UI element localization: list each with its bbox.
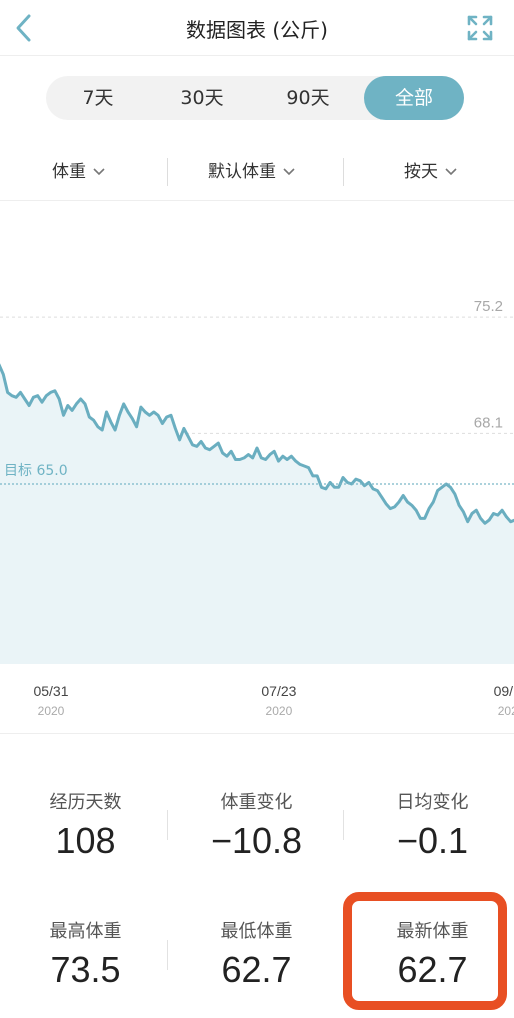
stat-latest-weight: 最新体重 62.7 — [347, 917, 514, 991]
stat-value: 108 — [55, 820, 116, 861]
stat-value: 62.7 — [221, 949, 292, 990]
mode-dropdown[interactable]: 默认体重 — [208, 150, 296, 194]
stat-value: −10.8 — [210, 820, 303, 861]
tab-90-days[interactable]: 90天 — [286, 87, 330, 109]
granularity-dropdown-label: 按天 — [404, 162, 438, 182]
tab-7-days[interactable]: 7天 — [82, 87, 114, 109]
stat-days: 经历天数 108 — [0, 788, 171, 862]
stats-panel: 经历天数 108 体重变化 −10.8 日均变化 −0.1 最高体重 73.5 … — [0, 760, 514, 1018]
stat-value: 73.5 — [50, 949, 121, 990]
range-tabs: 7天 30天 90天 全部 — [46, 76, 464, 120]
stat-label: 体重变化 — [220, 792, 293, 813]
stat-label: 最低体重 — [220, 921, 293, 942]
metric-dropdown[interactable]: 体重 — [52, 150, 106, 194]
stat-label: 经历天数 — [49, 792, 122, 813]
weight-chart: 75.268.161.0目标 65.005/31202007/23202009/… — [0, 200, 514, 734]
x-tick-year: 2020 — [266, 704, 293, 718]
chart-filters: 体重 默认体重 按天 — [0, 150, 514, 194]
x-tick-label: 09/15 — [494, 683, 514, 699]
weight-area-fill — [0, 366, 514, 664]
goal-label: 目标 65.0 — [4, 463, 68, 479]
chevron-down-icon — [445, 168, 457, 176]
y-tick-label: 68.1 — [474, 414, 503, 431]
stat-weight-change: 体重变化 −10.8 — [171, 788, 342, 862]
fullscreen-button[interactable] — [464, 12, 496, 44]
x-tick-label: 07/23 — [261, 683, 296, 699]
stat-daily-change: 日均变化 −0.1 — [347, 788, 514, 862]
x-tick-label: 05/31 — [33, 683, 68, 699]
back-button[interactable] — [6, 8, 42, 48]
filter-divider — [167, 158, 168, 186]
mode-dropdown-label: 默认体重 — [208, 162, 276, 182]
stat-min-weight: 最低体重 62.7 — [171, 917, 342, 991]
x-tick-year: 2020 — [498, 704, 514, 718]
chevron-down-icon — [283, 168, 295, 176]
tab-all[interactable]: 全部 — [364, 76, 464, 120]
chevron-left-icon — [16, 14, 31, 42]
latest-weight-highlight — [343, 892, 507, 1010]
weight-series-line — [0, 363, 514, 525]
tab-30-days[interactable]: 30天 — [180, 87, 224, 109]
stat-divider — [167, 940, 168, 970]
stat-value: 62.7 — [397, 949, 468, 990]
expand-icon — [467, 15, 493, 41]
stat-divider — [167, 810, 168, 840]
weight-chart-svg: 75.268.161.0目标 65.005/31202007/23202009/… — [0, 298, 514, 718]
y-tick-label: 75.2 — [474, 298, 503, 315]
stat-label: 最新体重 — [396, 921, 469, 942]
filter-divider — [343, 158, 344, 186]
x-tick-year: 2020 — [38, 704, 65, 718]
granularity-dropdown[interactable]: 按天 — [404, 150, 458, 194]
chevron-down-icon — [93, 168, 105, 176]
stat-label: 日均变化 — [396, 792, 469, 813]
stat-divider — [343, 810, 344, 840]
page-title: 数据图表 (公斤) — [186, 18, 328, 42]
stat-value: −0.1 — [396, 820, 469, 861]
stat-max-weight: 最高体重 73.5 — [0, 917, 171, 991]
stat-label: 最高体重 — [49, 921, 122, 942]
metric-dropdown-label: 体重 — [52, 162, 86, 182]
top-bar: 数据图表 (公斤) — [0, 0, 514, 56]
